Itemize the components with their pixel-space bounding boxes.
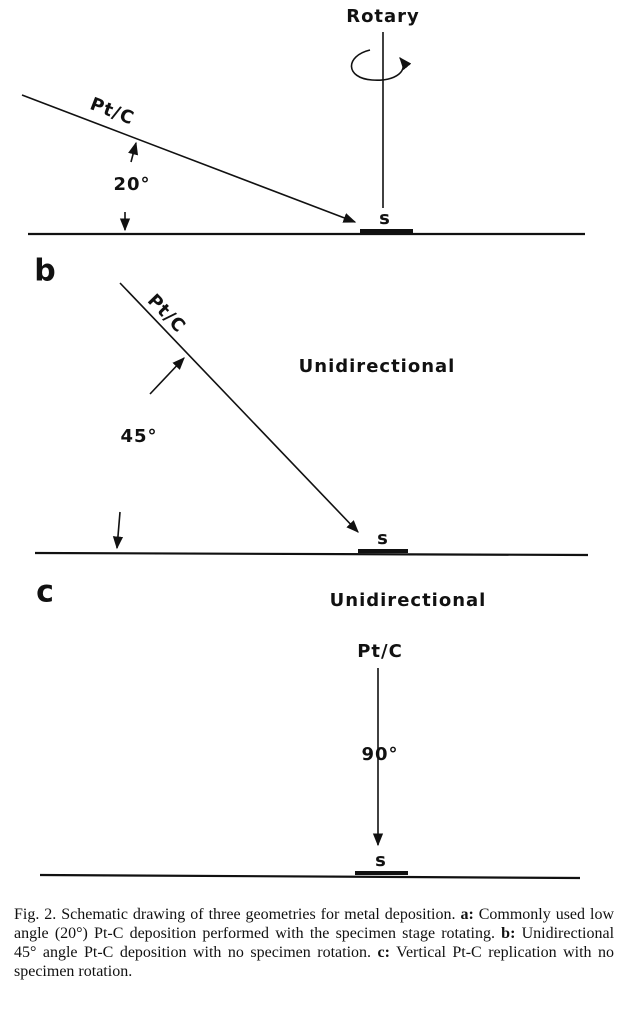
panel-c: c Unidirectional Pt/C 90° s <box>36 575 581 880</box>
stage <box>34 551 589 557</box>
caption: Fig. 2. Schematic drawing of three geome… <box>14 905 614 981</box>
angle-arrow <box>149 357 185 395</box>
specimen <box>358 549 408 553</box>
caption-text: Unidirectional 45° angle Pt-C deposition… <box>14 925 615 961</box>
specimen-label: s <box>379 208 391 229</box>
angle-label: 45° <box>120 426 157 447</box>
source-label: Pt/C <box>357 641 403 662</box>
specimen-label: s <box>377 528 389 549</box>
source-label: Pt/C <box>87 94 137 130</box>
panel-b: b Unidirectional Pt/C 45° s <box>34 254 589 557</box>
panel-label: b <box>34 254 55 289</box>
panel-label: c <box>36 575 54 610</box>
rotation-arrow <box>350 49 412 81</box>
mode-label: Unidirectional <box>299 356 456 377</box>
mode-label: Rotary <box>346 6 420 27</box>
deposition-arrow <box>21 94 357 223</box>
caption-label: c: <box>377 944 390 961</box>
specimen-label: s <box>375 850 387 871</box>
caption-text: Commonly used low angle (20°) Pt-C depos… <box>14 906 615 942</box>
angle-arrow <box>112 511 124 550</box>
deposition-arrow <box>119 282 359 533</box>
angle-arrow <box>128 141 139 163</box>
specimen <box>355 871 408 875</box>
diagram: Rotary Pt/C 20° s b Unidirectional Pt/C … <box>21 6 589 880</box>
specimen <box>360 229 413 233</box>
caption-label: b: <box>501 925 516 942</box>
caption-text: Vertical Pt-C replication with no specim… <box>14 944 615 980</box>
angle-label: 90° <box>361 744 398 765</box>
panel-a: Rotary Pt/C 20° s <box>21 6 585 236</box>
mode-label: Unidirectional <box>330 590 487 611</box>
stage <box>39 873 581 880</box>
caption-label: a: <box>460 906 474 923</box>
caption-intro: Fig. 2. Schematic drawing of three geome… <box>14 906 456 923</box>
angle-label: 20° <box>113 174 150 195</box>
